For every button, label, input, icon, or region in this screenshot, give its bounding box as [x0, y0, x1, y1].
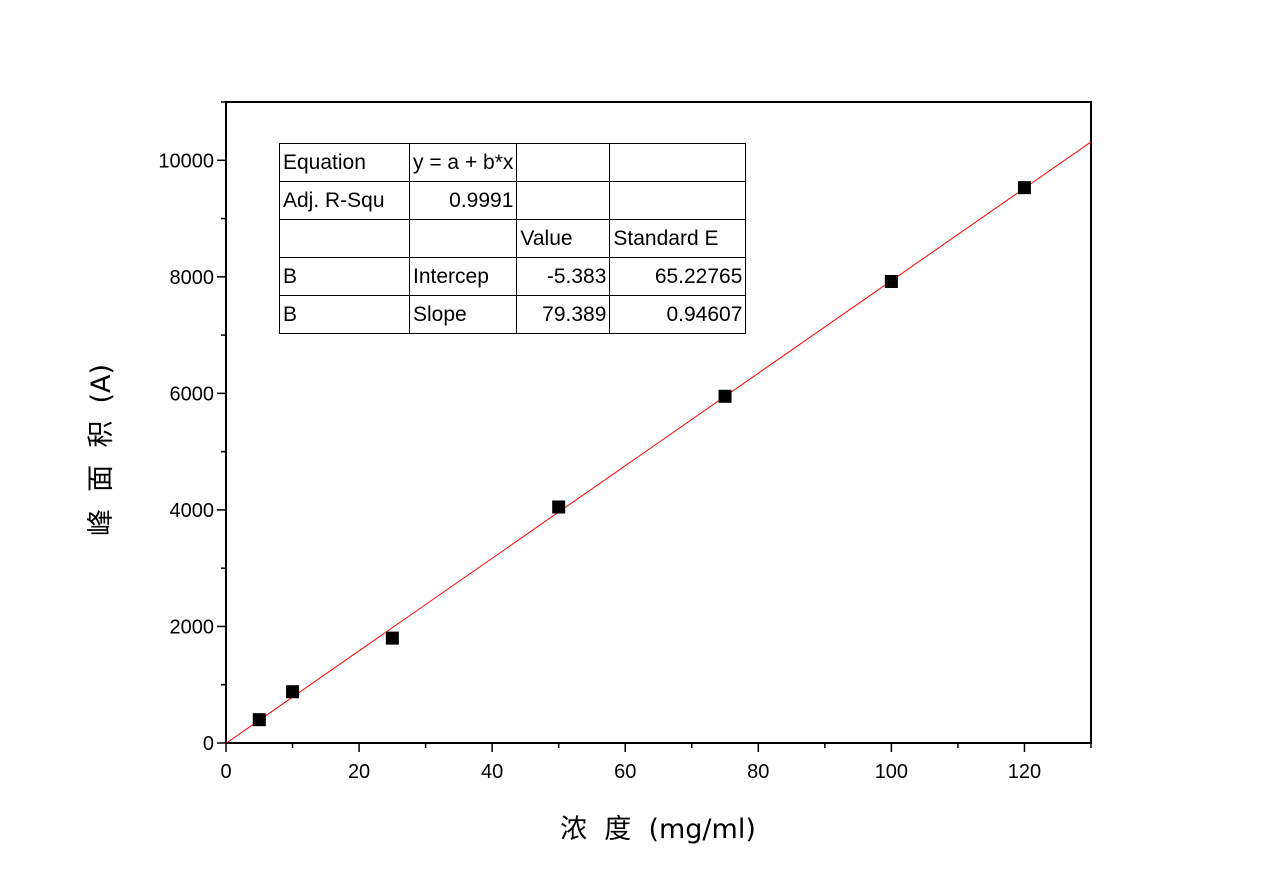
y-axis-title: 峰 面 积 (A) — [86, 364, 117, 536]
regression-stats-table: Equation y = a + b*x Adj. R-Squ 0.9991 Value… — [279, 143, 747, 334]
fit-line-group — [226, 141, 1092, 744]
stats-cell: Intercep — [408, 257, 518, 296]
stats-cell — [609, 143, 747, 182]
stats-cell — [516, 181, 611, 220]
stats-cell: 65.22765 — [609, 257, 747, 296]
stats-cell: y = a + b*x — [408, 143, 518, 182]
stats-cell: 0.94607 — [609, 295, 747, 334]
stats-row: Value Standard E — [279, 219, 747, 258]
axis-ticks — [217, 101, 1092, 752]
stats-cell — [609, 181, 747, 220]
y-tick-label: 8000 — [170, 267, 215, 289]
plot-frame — [225, 101, 1092, 744]
x-tick-label: 80 — [747, 761, 769, 783]
axis-tick-labels: 0 20 40 60 80 100 120 0 2000 4000 6000 8000 10000 — [158, 150, 1041, 783]
stats-cell: 79.389 — [516, 295, 611, 334]
y-tick-label: 0 — [203, 733, 214, 755]
data-point — [286, 685, 300, 699]
x-tick-label: 0 — [220, 761, 231, 783]
stats-cell: Adj. R-Squ — [279, 181, 410, 220]
stats-cell: Standard E — [609, 219, 747, 258]
stats-cell: Slope — [408, 295, 518, 334]
x-tick-label: 40 — [481, 761, 503, 783]
stats-row: Equation y = a + b*x — [279, 143, 747, 182]
stats-cell: -5.383 — [516, 257, 611, 296]
linear-fit-line — [226, 141, 1092, 744]
stats-cell: Value — [516, 219, 611, 258]
stats-cell — [279, 219, 410, 258]
data-point — [1017, 181, 1031, 195]
plot-border — [225, 101, 1092, 744]
data-point — [552, 500, 566, 514]
stats-row: Adj. R-Squ 0.9991 — [279, 181, 747, 220]
data-point — [252, 713, 266, 727]
stats-cell: Equation — [279, 143, 410, 182]
stats-row: B Slope 79.389 0.94607 — [279, 295, 747, 334]
stats-cell — [408, 219, 518, 258]
x-tick-label: 100 — [875, 761, 908, 783]
data-points — [252, 181, 1031, 727]
y-tick-label: 6000 — [170, 383, 215, 405]
stats-row: B Intercep -5.383 65.22765 — [279, 257, 747, 296]
stats-cell: B — [279, 257, 410, 296]
x-tick-label: 60 — [614, 761, 636, 783]
x-tick-label: 120 — [1008, 761, 1041, 783]
stats-cell: B — [279, 295, 410, 334]
data-point — [718, 389, 732, 403]
x-axis-title: 浓 度 (mg/ml) — [560, 814, 756, 845]
stats-cell — [516, 143, 611, 182]
data-point — [385, 631, 399, 645]
data-point — [884, 274, 898, 288]
stats-cell: 0.9991 — [408, 181, 518, 220]
y-tick-label: 2000 — [170, 616, 215, 638]
y-tick-label: 4000 — [170, 500, 215, 522]
x-tick-label: 20 — [348, 761, 370, 783]
y-tick-label: 10000 — [158, 150, 214, 172]
